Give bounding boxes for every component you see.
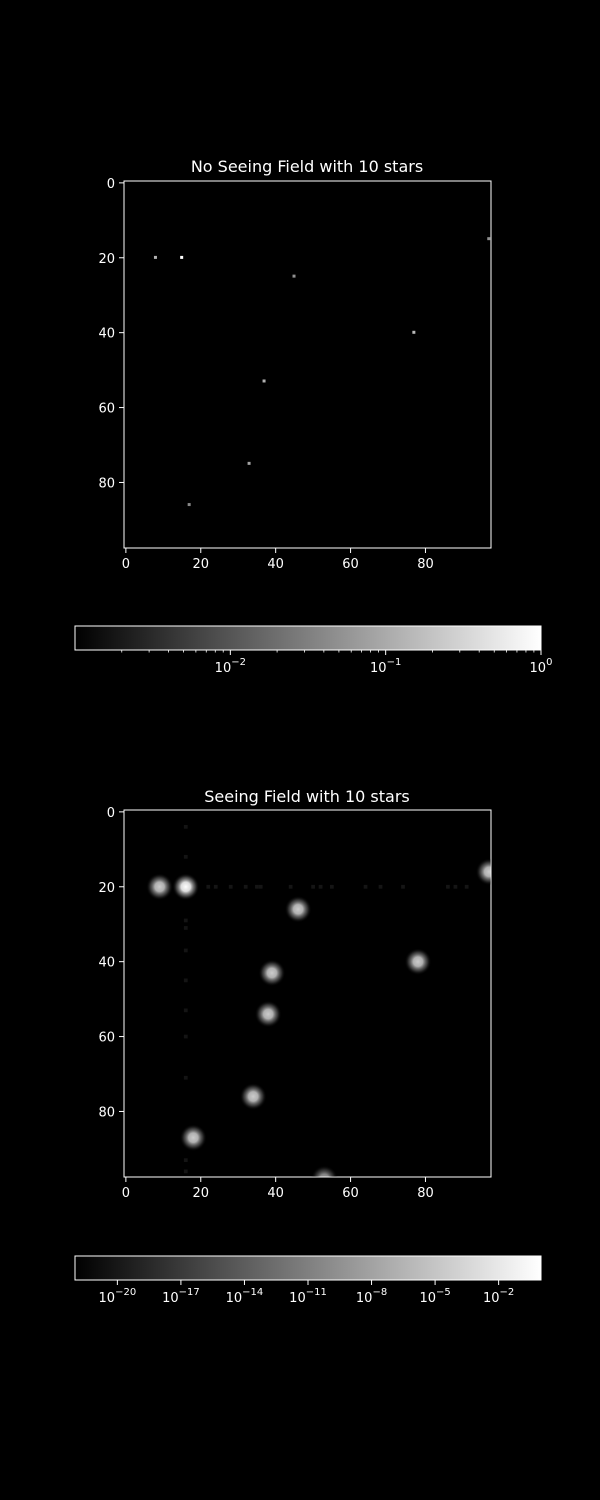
colorbar-tick-label: 10−11 [289, 1287, 327, 1306]
star-point [180, 255, 184, 259]
streak-pixel [363, 884, 368, 889]
star-point [487, 237, 491, 241]
y-tick-label: 80 [98, 476, 115, 491]
y-tick-label: 0 [107, 806, 115, 821]
y-tick-label: 40 [98, 956, 115, 971]
y-tick-label: 40 [98, 327, 115, 342]
x-tick-label: 60 [342, 1186, 359, 1201]
colorbar [74, 625, 542, 651]
star-psf [254, 1000, 282, 1028]
colorbar-tick-label: 10−2 [483, 1287, 514, 1306]
x-axis: 0 20 40 60 80 [122, 1177, 434, 1201]
streak-pixel [183, 926, 188, 930]
streak-pixel [243, 884, 248, 889]
x-tick-label: 20 [192, 557, 209, 572]
colorbar-tick-label: 10−14 [226, 1287, 264, 1306]
colorbar-tick-label: 10−8 [356, 1287, 387, 1306]
streak-pixel [183, 1075, 188, 1080]
streak-pixel [183, 1008, 188, 1013]
x-axis: 0 20 40 60 80 [122, 548, 434, 572]
streak-pixel [183, 854, 188, 859]
x-tick-label: 80 [417, 1186, 434, 1201]
star-psf [284, 895, 312, 923]
colorbar-no-seeing: 10−2 10−1 100 [74, 625, 553, 676]
colorbar-ticks: 10−20 10−17 10−14 10−11 10−8 10−5 10−2 [99, 1280, 514, 1306]
star-point [412, 330, 416, 334]
colorbar-ticks: 10−2 10−1 100 [121, 650, 553, 676]
chart-title: No Seeing Field with 10 stars [191, 157, 423, 176]
streak-pixel [401, 884, 405, 889]
streak-pixel [255, 884, 259, 889]
star-layer [146, 858, 491, 1177]
streak-pixel [464, 884, 469, 889]
star-point [262, 379, 266, 383]
streak-pixel [329, 884, 334, 889]
star-psf [258, 959, 286, 987]
streak-pixel [288, 884, 293, 889]
colorbar-tick-label: 10−17 [162, 1287, 200, 1306]
y-tick-label: 20 [98, 881, 115, 896]
star-point [247, 461, 251, 465]
streak-pixel [183, 1034, 188, 1039]
y-tick-label: 60 [98, 402, 115, 417]
streak-pixel [183, 918, 188, 923]
x-tick-label: 60 [342, 557, 359, 572]
streak-pixel [183, 824, 188, 829]
streak-pixel [213, 884, 218, 889]
star-psf [146, 873, 174, 901]
x-tick-label: 40 [267, 1186, 284, 1201]
x-tick-label: 0 [122, 1186, 130, 1201]
star-psf [239, 1083, 267, 1110]
y-tick-label: 0 [107, 177, 115, 192]
panel-seeing: Seeing Field with 10 stars 0 20 40 60 80 0 20… [98, 787, 492, 1201]
streak-pixel [183, 978, 188, 983]
streak-pixel [228, 884, 233, 889]
x-tick-label: 80 [417, 557, 434, 572]
y-tick-label: 60 [98, 1031, 115, 1046]
colorbar-tick-label: 10−20 [99, 1287, 137, 1306]
streak-pixel [206, 884, 211, 889]
plot-area [123, 180, 492, 549]
colorbar-tick-label: 10−1 [370, 657, 401, 676]
star-psf [475, 858, 491, 886]
y-tick-label: 20 [98, 252, 115, 267]
colorbar-tick-label: 100 [530, 657, 553, 676]
star-psf [311, 1165, 338, 1177]
streak-pixel [453, 884, 458, 889]
faint-streaks [183, 824, 469, 1174]
panel-no-seeing: No Seeing Field with 10 stars 0 20 40 60 80 … [98, 157, 492, 572]
streak-pixel [258, 884, 263, 889]
x-tick-label: 20 [192, 1186, 209, 1201]
streak-pixel [311, 884, 315, 889]
plot-area [123, 809, 492, 1178]
star-layer [153, 237, 491, 507]
colorbar-tick-label: 10−2 [215, 657, 246, 676]
star-psf [404, 948, 432, 976]
y-axis: 0 20 40 60 80 [98, 177, 124, 491]
star-point [187, 503, 191, 507]
streak-pixel [378, 884, 383, 889]
star-point [292, 274, 296, 278]
star-point [153, 255, 157, 259]
streak-pixel [183, 1169, 188, 1174]
y-axis: 0 20 40 60 80 [98, 806, 124, 1120]
chart-title: Seeing Field with 10 stars [204, 787, 410, 806]
star-psf [172, 873, 200, 901]
streak-pixel [318, 884, 323, 889]
streak-pixel [183, 1158, 188, 1163]
x-tick-label: 0 [122, 557, 130, 572]
streak-pixel [183, 948, 188, 953]
streak-pixel [446, 884, 450, 889]
star-psf [179, 1124, 207, 1152]
y-tick-label: 80 [98, 1105, 115, 1120]
x-tick-label: 40 [267, 557, 284, 572]
colorbar-seeing: 10−20 10−17 10−14 10−11 10−8 10−5 10−2 [74, 1255, 542, 1306]
colorbar [74, 1255, 542, 1281]
colorbar-tick-label: 10−5 [419, 1287, 450, 1306]
